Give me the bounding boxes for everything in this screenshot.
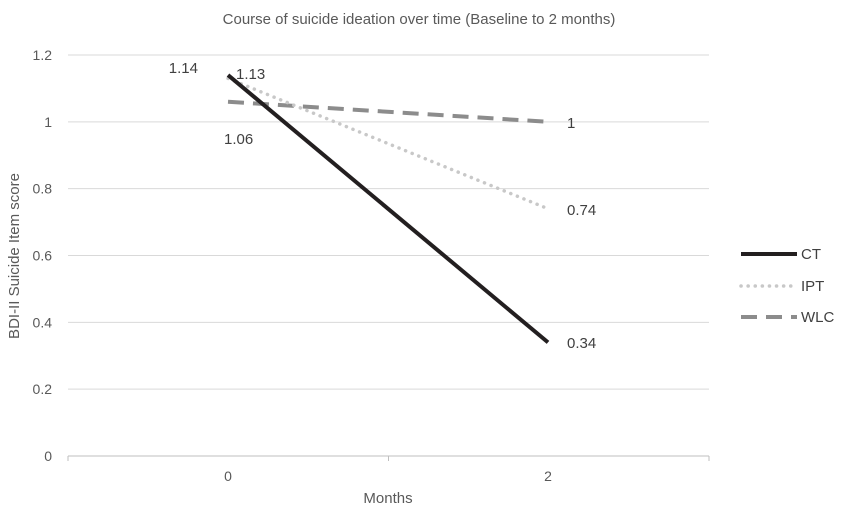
y-tick-label: 0.8 [33, 181, 53, 197]
y-tick-label: 1 [44, 114, 52, 130]
series-lines [226, 73, 550, 344]
data-label-ct: 1.14 [169, 60, 198, 77]
data-label-wlc: 1 [567, 115, 575, 132]
chart-title: Course of suicide ideation over time (Ba… [223, 11, 616, 28]
y-tick-label: 0.6 [33, 248, 53, 264]
legend: CT IPT WLC [739, 246, 835, 326]
series-line-ct [226, 73, 550, 344]
series-line-wlc [227, 99, 549, 124]
x-tick-label: 0 [224, 468, 232, 484]
legend-label-ct: CT [801, 246, 821, 263]
y-axis-ticks: 0 0.2 0.4 0.6 0.8 1 1.2 [33, 47, 53, 464]
data-label-wlc: 1.06 [224, 131, 253, 148]
series-line-ipt [226, 76, 550, 211]
y-tick-label: 1.2 [33, 47, 53, 63]
data-label-ipt: 1.13 [236, 66, 265, 83]
data-label-ct: 0.34 [567, 335, 596, 352]
legend-label-wlc: WLC [801, 309, 835, 326]
data-label-ipt: 0.74 [567, 202, 596, 219]
x-tick-label: 2 [544, 468, 552, 484]
legend-label-ipt: IPT [801, 278, 824, 295]
y-tick-label: 0 [44, 448, 52, 464]
y-axis-label: BDI-II Suicide Item score [6, 173, 23, 339]
x-axis-label: Months [363, 490, 412, 507]
data-labels: 1.14 0.34 1.13 0.74 1.06 1 [169, 60, 596, 352]
gridlines [68, 54, 709, 390]
y-tick-label: 0.4 [33, 314, 53, 330]
y-tick-label: 0.2 [33, 381, 53, 397]
